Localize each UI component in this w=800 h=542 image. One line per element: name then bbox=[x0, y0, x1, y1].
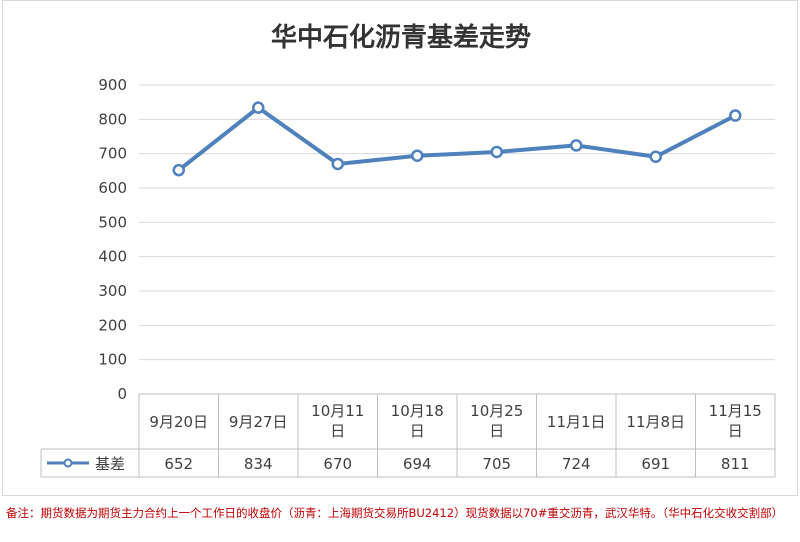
y-tick-label: 600 bbox=[98, 179, 127, 197]
y-tick-label: 0 bbox=[117, 385, 127, 403]
legend-marker bbox=[63, 458, 73, 468]
x-category-label: 10月11 bbox=[311, 402, 364, 420]
y-tick-label: 300 bbox=[98, 282, 127, 300]
data-point bbox=[172, 163, 185, 177]
data-point bbox=[490, 145, 503, 159]
data-table-value: 834 bbox=[244, 455, 273, 473]
data-point bbox=[411, 149, 424, 162]
data-table-value: 811 bbox=[721, 455, 750, 473]
data-table-value: 724 bbox=[562, 455, 591, 473]
y-tick-label: 400 bbox=[98, 248, 127, 266]
series-line bbox=[177, 105, 737, 172]
x-category-label: 10月18 bbox=[391, 402, 444, 420]
y-tick-label: 500 bbox=[98, 213, 127, 231]
data-table-value: 705 bbox=[482, 455, 511, 473]
y-tick-label: 900 bbox=[98, 76, 127, 94]
x-category-label: 11月15 bbox=[709, 402, 762, 420]
grid: 0 100 200 300 400 500 600 700 800 900 bbox=[98, 76, 775, 403]
y-tick-label: 100 bbox=[98, 351, 127, 369]
chart-frame: 华中石化沥青基差走势 0 100 200 300 400 500 600 700 800 900 … bbox=[2, 0, 798, 496]
y-tick-label: 700 bbox=[98, 145, 127, 163]
footnote: 备注：期货数据为期货主力合约上一个工作日的收盘价（沥青：上海期货交易所BU241… bbox=[6, 506, 784, 520]
data-table: 9月20日 652 9月27日 834 10月11 日 670 10月18 日 694 10月25 日… bbox=[40, 394, 776, 478]
data-point bbox=[649, 150, 662, 164]
series-layer bbox=[172, 101, 742, 177]
data-point bbox=[729, 109, 742, 122]
legend-label: 基差 bbox=[95, 455, 125, 473]
data-table-value: 691 bbox=[641, 455, 670, 473]
data-point bbox=[570, 139, 583, 152]
data-point bbox=[252, 101, 265, 114]
x-category-label: 日 bbox=[489, 422, 504, 440]
chart-title: 华中石化沥青基差走势 bbox=[271, 22, 531, 53]
x-category-label: 11月8日 bbox=[626, 413, 685, 431]
line-chart: 华中石化沥青基差走势 0100200300400500600700800900 … bbox=[40, 22, 776, 478]
x-category-label: 日 bbox=[728, 422, 743, 440]
data-point bbox=[331, 157, 344, 171]
y-tick-label: 200 bbox=[98, 316, 127, 334]
x-category-label: 日 bbox=[330, 422, 345, 440]
x-category-label: 9月27日 bbox=[229, 413, 288, 431]
x-category-label: 日 bbox=[410, 422, 425, 440]
x-category-label: 9月20日 bbox=[149, 413, 208, 431]
y-tick-label: 800 bbox=[98, 110, 127, 128]
x-category-label: 11月1日 bbox=[547, 413, 606, 431]
data-table-value: 694 bbox=[403, 455, 432, 473]
data-table-value: 652 bbox=[164, 455, 193, 473]
x-category-label: 10月25 bbox=[470, 402, 523, 420]
data-table-value: 670 bbox=[323, 455, 352, 473]
